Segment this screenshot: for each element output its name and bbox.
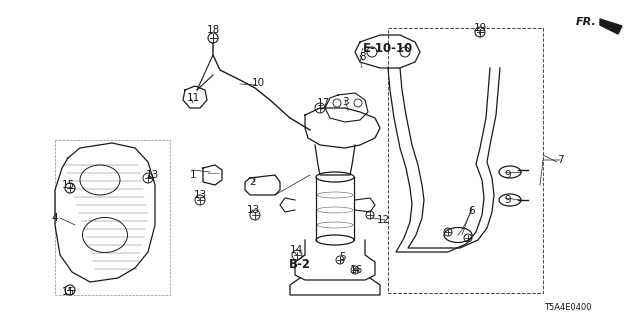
Text: 15: 15: [61, 287, 75, 297]
Text: 2: 2: [250, 177, 256, 187]
Text: 3: 3: [342, 97, 348, 107]
Text: 7: 7: [557, 155, 563, 165]
Text: 9: 9: [505, 195, 511, 205]
Text: 8: 8: [360, 52, 366, 62]
Text: 5: 5: [339, 252, 346, 262]
Text: 9: 9: [505, 170, 511, 180]
Polygon shape: [600, 19, 622, 34]
Text: 6: 6: [468, 206, 476, 216]
Text: 18: 18: [206, 25, 220, 35]
Text: 4: 4: [52, 213, 58, 223]
Text: 11: 11: [186, 93, 200, 103]
Text: T5A4E0400: T5A4E0400: [544, 303, 592, 313]
Text: 13: 13: [246, 205, 260, 215]
Text: 15: 15: [61, 180, 75, 190]
Text: B-2: B-2: [289, 259, 311, 271]
Text: 19: 19: [474, 23, 486, 33]
Text: 13: 13: [193, 190, 207, 200]
Text: 12: 12: [376, 215, 390, 225]
Text: E-10-10: E-10-10: [363, 42, 413, 54]
Text: FR.: FR.: [576, 17, 596, 27]
Text: 17: 17: [316, 98, 330, 108]
Text: 13: 13: [145, 170, 159, 180]
Text: 10: 10: [252, 78, 264, 88]
Text: 1: 1: [189, 170, 196, 180]
Bar: [388, 28, 543, 293]
Text: 14: 14: [289, 245, 303, 255]
Text: 16: 16: [349, 265, 363, 275]
